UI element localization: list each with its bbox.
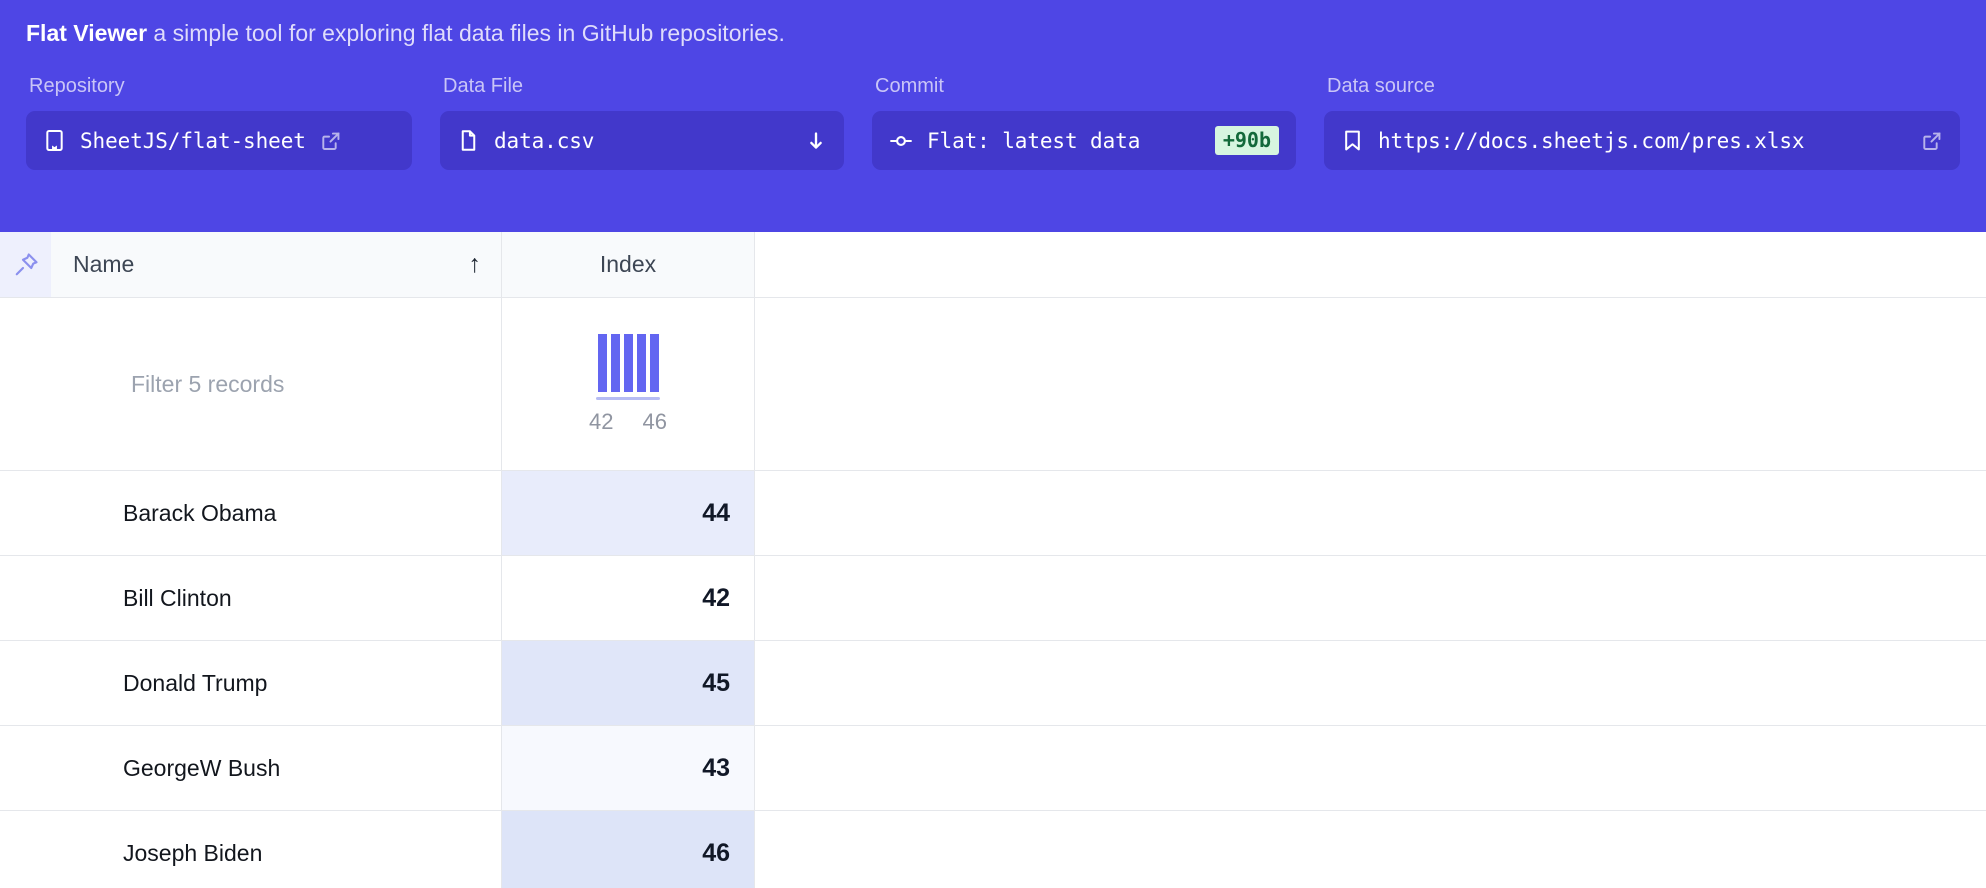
table-row[interactable]: Bill Clinton 42 [0, 556, 1986, 641]
histogram-range-labels: 42 46 [589, 409, 667, 435]
name-filter-cell[interactable]: Filter 5 records [51, 298, 502, 470]
commit-selector-group: Commit Flat: latest data +90b [872, 74, 1296, 170]
commit-label: Commit [875, 75, 944, 97]
repo-book-icon [43, 129, 66, 152]
row-empty-cell [755, 641, 1986, 725]
bookmark-icon [1341, 129, 1364, 152]
column-header-name-label: Name [73, 251, 135, 277]
table-row[interactable]: Barack Obama 44 [0, 471, 1986, 556]
row-empty-cell [755, 556, 1986, 640]
cell-index: 44 [502, 471, 755, 555]
cell-name: Barack Obama [51, 471, 502, 555]
arrow-up-icon[interactable]: ↑ [468, 250, 482, 278]
commit-picker-button[interactable]: Flat: latest data +90b [872, 111, 1296, 170]
data-table: Name ↑ Index Filter 5 records 42 46 [0, 232, 1986, 888]
row-empty-cell [755, 726, 1986, 810]
row-pin-cell[interactable] [0, 811, 51, 888]
row-pin-cell[interactable] [0, 726, 51, 810]
download-arrow-icon[interactable] [805, 130, 827, 152]
table-row[interactable]: GeorgeW Bush 43 [0, 726, 1986, 811]
table-row[interactable]: Joseph Biden 46 [0, 811, 1986, 888]
cell-name: Joseph Biden [51, 811, 502, 888]
pushpin-icon [11, 250, 41, 280]
repository-selector-group: Repository SheetJS/flat-sheet [26, 74, 412, 170]
row-pin-cell[interactable] [0, 556, 51, 640]
histogram-max-label: 46 [642, 408, 667, 434]
commit-diff-badge: +90b [1214, 126, 1279, 155]
row-empty-cell [755, 811, 1986, 888]
datasource-url: https://docs.sheetjs.com/pres.xlsx [1378, 128, 1805, 153]
column-header-index-label: Index [599, 251, 657, 277]
table-row[interactable]: Donald Trump 45 [0, 641, 1986, 726]
datafile-label: Data File [443, 75, 524, 97]
datasource-label: Data source [1327, 75, 1435, 97]
cell-index: 46 [502, 811, 755, 888]
commit-message: Flat: latest data [927, 128, 1141, 153]
external-link-icon[interactable] [1921, 130, 1943, 152]
histogram-bar [623, 333, 633, 392]
column-header-index[interactable]: Index [502, 232, 755, 297]
row-pin-cell[interactable] [0, 641, 51, 725]
app-brand-name: Flat Viewer [26, 20, 148, 46]
repository-picker-button[interactable]: SheetJS/flat-sheet [26, 111, 412, 170]
cell-index: 42 [502, 556, 755, 640]
cell-index: 45 [502, 641, 755, 725]
search-input[interactable]: Filter 5 records [131, 370, 285, 397]
datafile-selector-group: Data File data.csv [440, 74, 844, 170]
histogram-bar [597, 333, 607, 392]
git-commit-icon [889, 129, 913, 153]
histogram-min-label: 42 [589, 408, 614, 434]
selector-pill-row: Repository SheetJS/flat-sheet [0, 74, 1986, 170]
datasource-link-button[interactable]: https://docs.sheetjs.com/pres.xlsx [1324, 111, 1960, 170]
index-summary-cell[interactable]: 42 46 [502, 298, 755, 470]
histogram-bar [649, 333, 659, 392]
datafile-picker-button[interactable]: data.csv [440, 111, 844, 170]
cell-name: Donald Trump [51, 641, 502, 725]
row-pin-cell[interactable] [0, 471, 51, 555]
repository-label: Repository [29, 75, 125, 97]
repository-value: SheetJS/flat-sheet [80, 128, 306, 153]
datafile-value: data.csv [494, 128, 595, 153]
app-header: Flat Viewer a simple tool for exploring … [0, 0, 1986, 232]
filter-empty-cell [755, 298, 1986, 470]
table-header-row: Name ↑ Index [0, 232, 1986, 298]
histogram-axis-line [596, 396, 660, 400]
row-empty-cell [755, 471, 1986, 555]
file-icon [457, 129, 480, 152]
histogram-bar [610, 333, 620, 392]
column-header-empty [755, 232, 1986, 297]
cell-index: 43 [502, 726, 755, 810]
external-link-icon[interactable] [320, 130, 342, 152]
cell-name: Bill Clinton [51, 556, 502, 640]
cell-name: GeorgeW Bush [51, 726, 502, 810]
filter-pin-cell [0, 298, 51, 470]
page-title: Flat Viewer a simple tool for exploring … [0, 0, 1986, 48]
pin-column-button[interactable] [0, 232, 51, 297]
datasource-group: Data source https://docs.sheetjs.com/pre… [1324, 74, 1960, 170]
app-tagline: a simple tool for exploring flat data fi… [147, 20, 785, 46]
index-histogram[interactable] [597, 333, 659, 392]
histogram-bar [636, 333, 646, 392]
table-filter-row: Filter 5 records 42 46 [0, 298, 1986, 471]
column-header-name[interactable]: Name ↑ [51, 232, 502, 297]
